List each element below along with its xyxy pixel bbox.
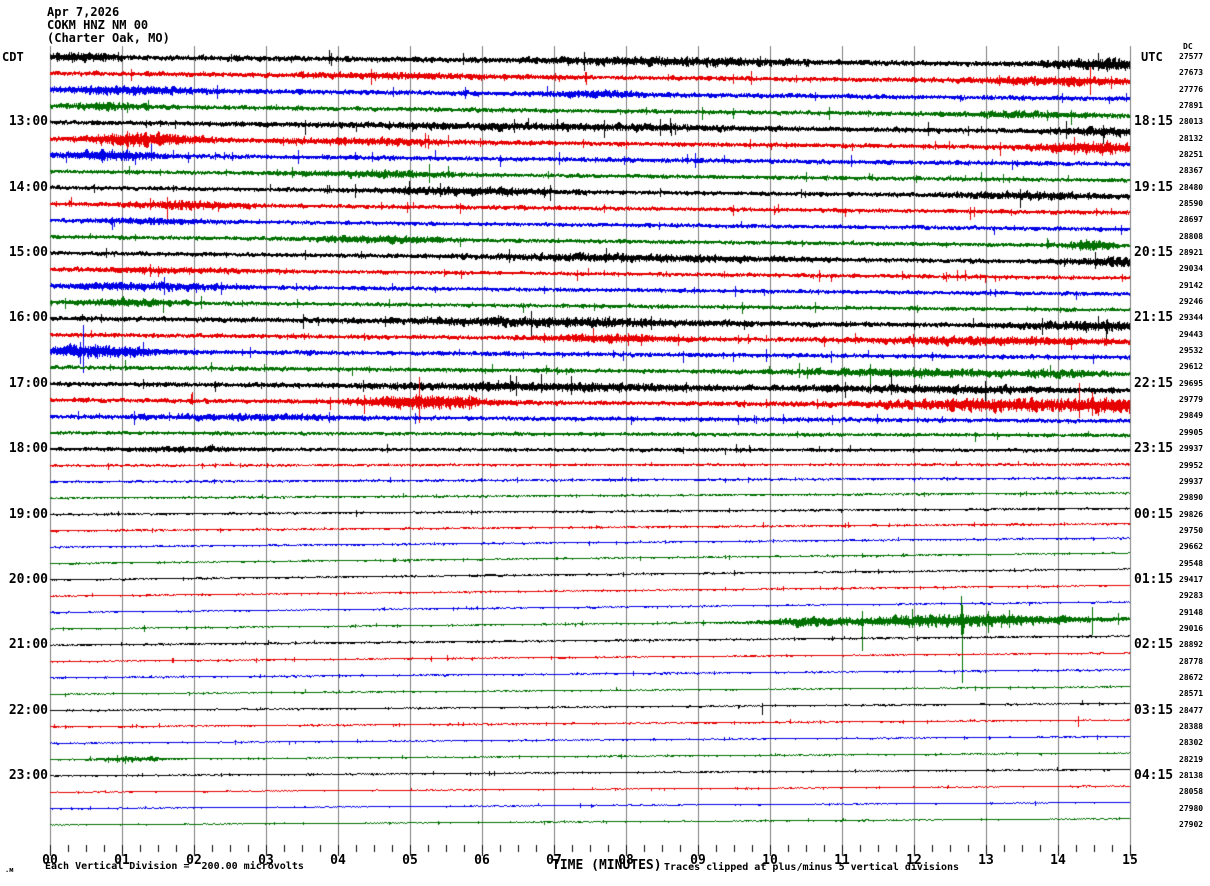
x-axis-title: TIME (MINUTES) [552, 858, 662, 873]
corner-mark: .м [5, 866, 14, 874]
header-station: COKM HNZ NM 00 [47, 18, 149, 32]
vertical-division-note: Each Vertical Division = 200.00 microvol… [45, 861, 304, 872]
right-timezone-label: UTC [1141, 50, 1163, 64]
left-timezone-label: CDT [2, 50, 24, 64]
header-date: Apr 7,2026 [47, 5, 120, 19]
clipping-note: Traces clipped at plus/minus 5 vertical … [664, 862, 960, 873]
header-location: (Charter Oak, MO) [47, 31, 170, 45]
dc-column-label: DC [1183, 42, 1193, 51]
